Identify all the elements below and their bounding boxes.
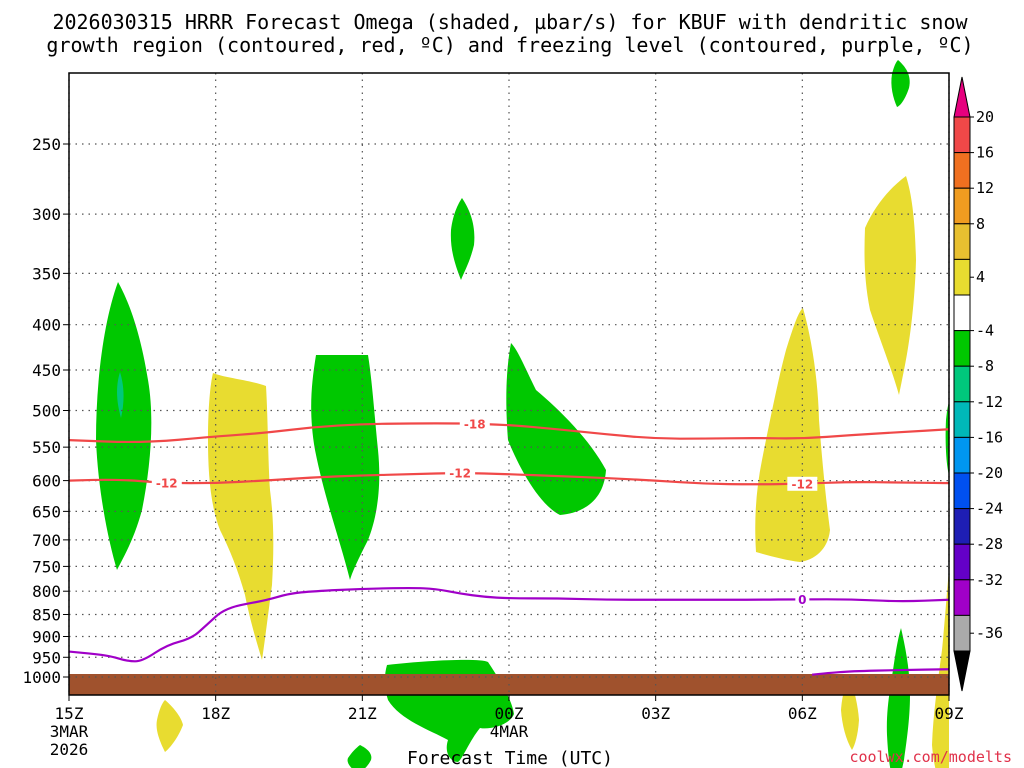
colorbar-label: -36 (976, 624, 1003, 642)
y-tick-label: 1000 (22, 668, 61, 687)
y-tick-label: 300 (32, 205, 61, 224)
x-tick-date: 3MAR (50, 722, 89, 741)
y-tick-label: 650 (32, 502, 61, 521)
x-tick-date: 4MAR (490, 722, 529, 741)
temperature-contours: -18 -12 -12 -12 0 (68, 416, 950, 676)
y-axis-ticks: 250 300 350 400 450 500 550 600 650 700 750 800 850 9… (22, 135, 69, 687)
colorbar-box (953, 472, 971, 510)
x-tick-label: 21Z (348, 704, 377, 723)
colorbar-top-arrow (953, 76, 971, 118)
x-tick-label: 18Z (201, 704, 230, 723)
colorbar-box (953, 508, 971, 545)
y-tick-label: 750 (32, 557, 61, 576)
omega-yellow-area (156, 700, 183, 752)
y-tick-label: 800 (32, 582, 61, 601)
x-tick-label: 09Z (935, 704, 964, 723)
colorbar-box (953, 543, 971, 581)
colorbar-label: -8 (976, 357, 994, 375)
chart-title-line1: 2026030315 HRRR Forecast Omega (shaded, … (52, 10, 968, 34)
y-tick-label: 900 (32, 627, 61, 646)
omega-yellow-area (208, 373, 274, 660)
contour-label: -12 (156, 477, 178, 491)
colorbar-box (953, 258, 971, 296)
colorbar-box (953, 152, 971, 189)
colorbar-box (953, 614, 971, 652)
x-tick-label: 00Z (495, 704, 524, 723)
colorbar-label: 16 (976, 144, 994, 162)
y-tick-label: 350 (32, 264, 61, 283)
y-tick-label: 450 (32, 361, 61, 380)
colorbar-label: -28 (976, 535, 1003, 553)
y-tick-label: 250 (32, 135, 61, 154)
colorbar-label: -32 (976, 571, 1003, 589)
colorbar-box (953, 579, 971, 616)
y-tick-label: 550 (32, 438, 61, 457)
x-tick-year: 2026 (50, 740, 89, 759)
contour-label: 0 (798, 593, 806, 607)
contour-label-bg (445, 465, 476, 480)
y-tick-label: 400 (32, 316, 61, 335)
y-tick-label: 500 (32, 402, 61, 421)
contour-label-bg (795, 592, 810, 607)
x-axis-label: Forecast Time (UTC) (407, 748, 613, 768)
omega-green-area (945, 402, 949, 475)
y-tick-label: 700 (32, 531, 61, 550)
colorbar-label: -4 (976, 322, 994, 340)
omega-green-area (886, 628, 910, 768)
x-tick-label: 03Z (641, 704, 670, 723)
x-tick-label: 15Z (55, 704, 84, 723)
omega-yellow-area (864, 176, 916, 395)
colorbar-box (953, 223, 971, 260)
contour-label: -12 (449, 466, 471, 480)
colorbar-box (953, 187, 971, 225)
omega-green-area (450, 198, 475, 280)
colorbar-box (953, 365, 971, 403)
plot-frame (68, 72, 950, 696)
colorbar-label: -24 (976, 500, 1003, 518)
colorbar-label: 8 (976, 215, 985, 233)
contour-label: -12 (791, 477, 813, 491)
colorbar-box (953, 330, 971, 367)
contour-line-freezing_upper (68, 586, 950, 663)
colorbar-label: 4 (976, 268, 985, 286)
colorbar-box (953, 294, 971, 332)
omega-teal-area (117, 372, 124, 418)
colorbar-label: -12 (976, 393, 1003, 411)
contour-label-bg (151, 476, 182, 491)
colorbar-label: 20 (976, 108, 994, 126)
contour-line-dgz_minus18 (68, 422, 950, 444)
colorbar-box (953, 116, 971, 154)
colorbar-bottom-arrow (953, 650, 971, 692)
contour-line-dgz_minus12 (68, 472, 950, 486)
omega-yellow-area (755, 308, 830, 562)
colorbar-label: 12 (976, 179, 994, 197)
omega-green-area (96, 282, 152, 570)
contour-line-freezing_lower (811, 668, 950, 676)
chart-title-line2: growth region (contoured, red, ºC) and f… (46, 33, 973, 57)
x-tick-label: 06Z (788, 704, 817, 723)
contour-label-bg (459, 416, 490, 431)
omega-green-area (891, 60, 910, 107)
colorbar: 20 16 12 8 4 -4 -8 -12 -16 -20 -24 -28 -32 -36 (953, 76, 1003, 692)
y-tick-label: 950 (32, 648, 61, 667)
colorbar-box (953, 436, 971, 474)
colorbar-box (953, 401, 971, 438)
contour-label-bg (787, 476, 818, 491)
contour-label: -18 (464, 417, 486, 431)
omega-green-area (347, 745, 372, 768)
credit-text: coolwx.com/modelts (849, 748, 1012, 766)
colorbar-label: -20 (976, 464, 1003, 482)
y-tick-label: 850 (32, 606, 61, 625)
colorbar-label: -16 (976, 428, 1003, 446)
y-tick-label: 600 (32, 472, 61, 491)
